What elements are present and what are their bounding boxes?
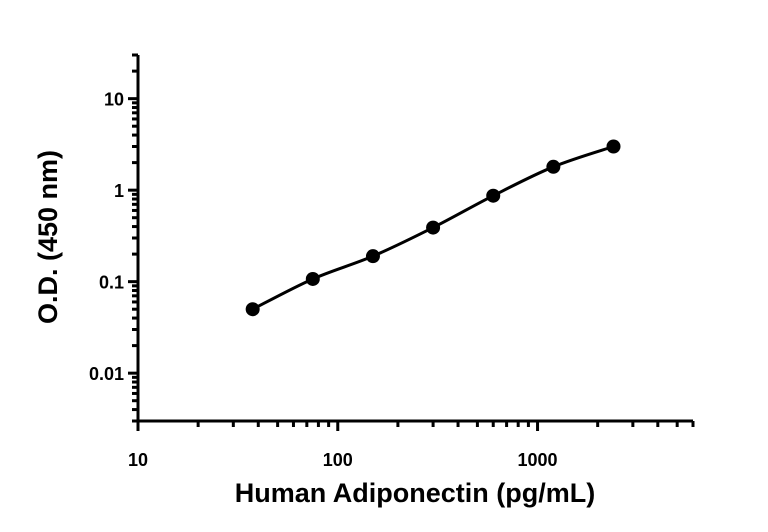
y-tick-label: 1 [114, 181, 124, 201]
data-points [245, 139, 621, 317]
axes [128, 53, 695, 431]
y-tick-label: 0.01 [89, 364, 124, 384]
y-axis-title: O.D. (450 nm) [33, 150, 63, 324]
x-tick-label: 1000 [518, 450, 558, 470]
x-ticks [136, 421, 695, 431]
y-tick-label: 0.1 [99, 273, 124, 293]
data-point [546, 159, 561, 174]
data-point [245, 302, 260, 317]
data-point [305, 271, 320, 286]
data-point [426, 220, 441, 235]
tick-labels: 10 100 1000 0.01 0.1 1 10 [89, 90, 558, 470]
data-point [486, 188, 501, 203]
data-point [606, 139, 621, 154]
y-tick-label: 10 [104, 90, 124, 110]
data-point [365, 249, 380, 264]
x-tick-label: 10 [128, 450, 148, 470]
y-ticks [128, 53, 138, 423]
x-tick-label: 100 [323, 450, 353, 470]
x-axis-title: Human Adiponectin (pg/mL) [235, 478, 595, 508]
